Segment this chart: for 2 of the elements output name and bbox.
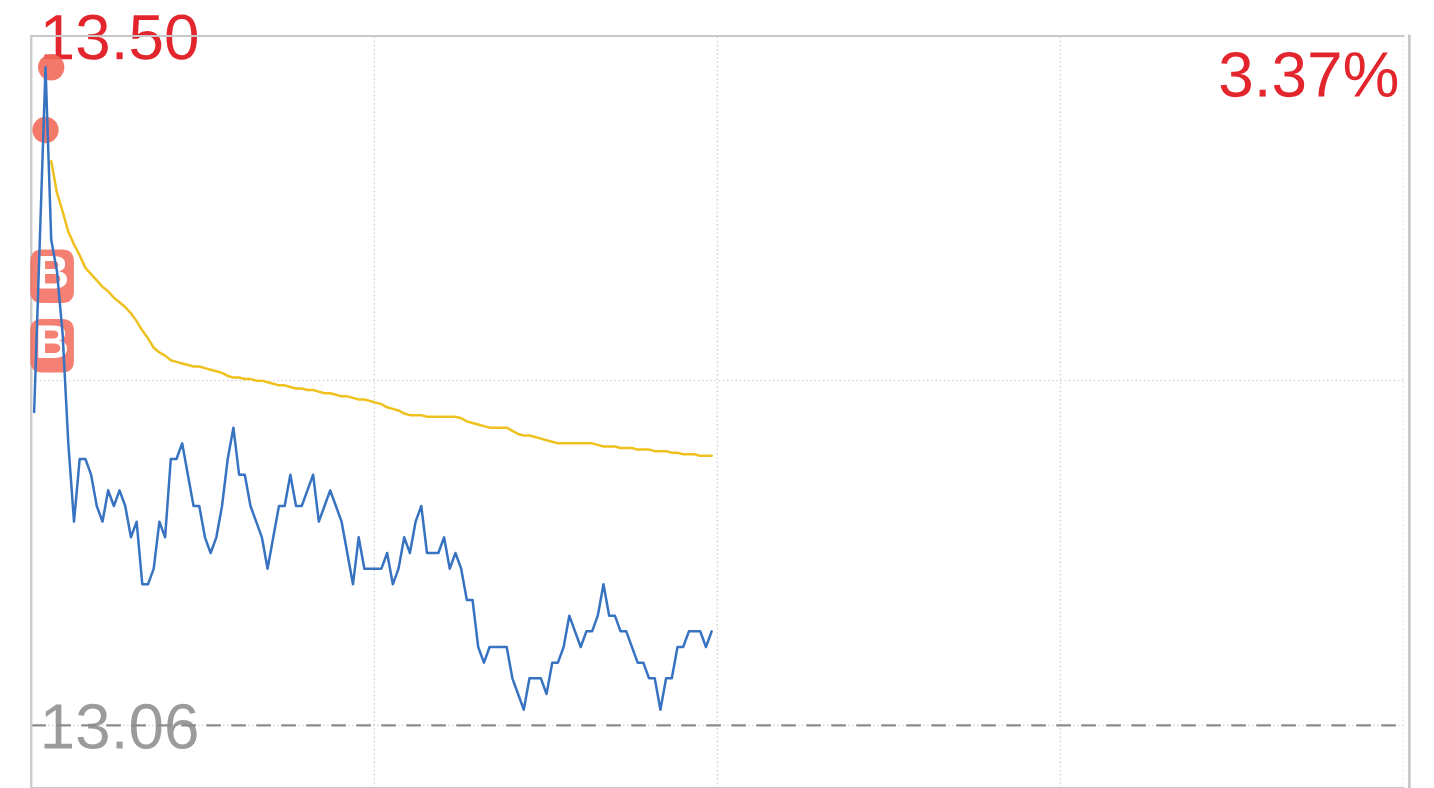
y-tick-label: 13.50	[44, 14, 198, 60]
annotation: 3.37%	[1220, 51, 1398, 98]
